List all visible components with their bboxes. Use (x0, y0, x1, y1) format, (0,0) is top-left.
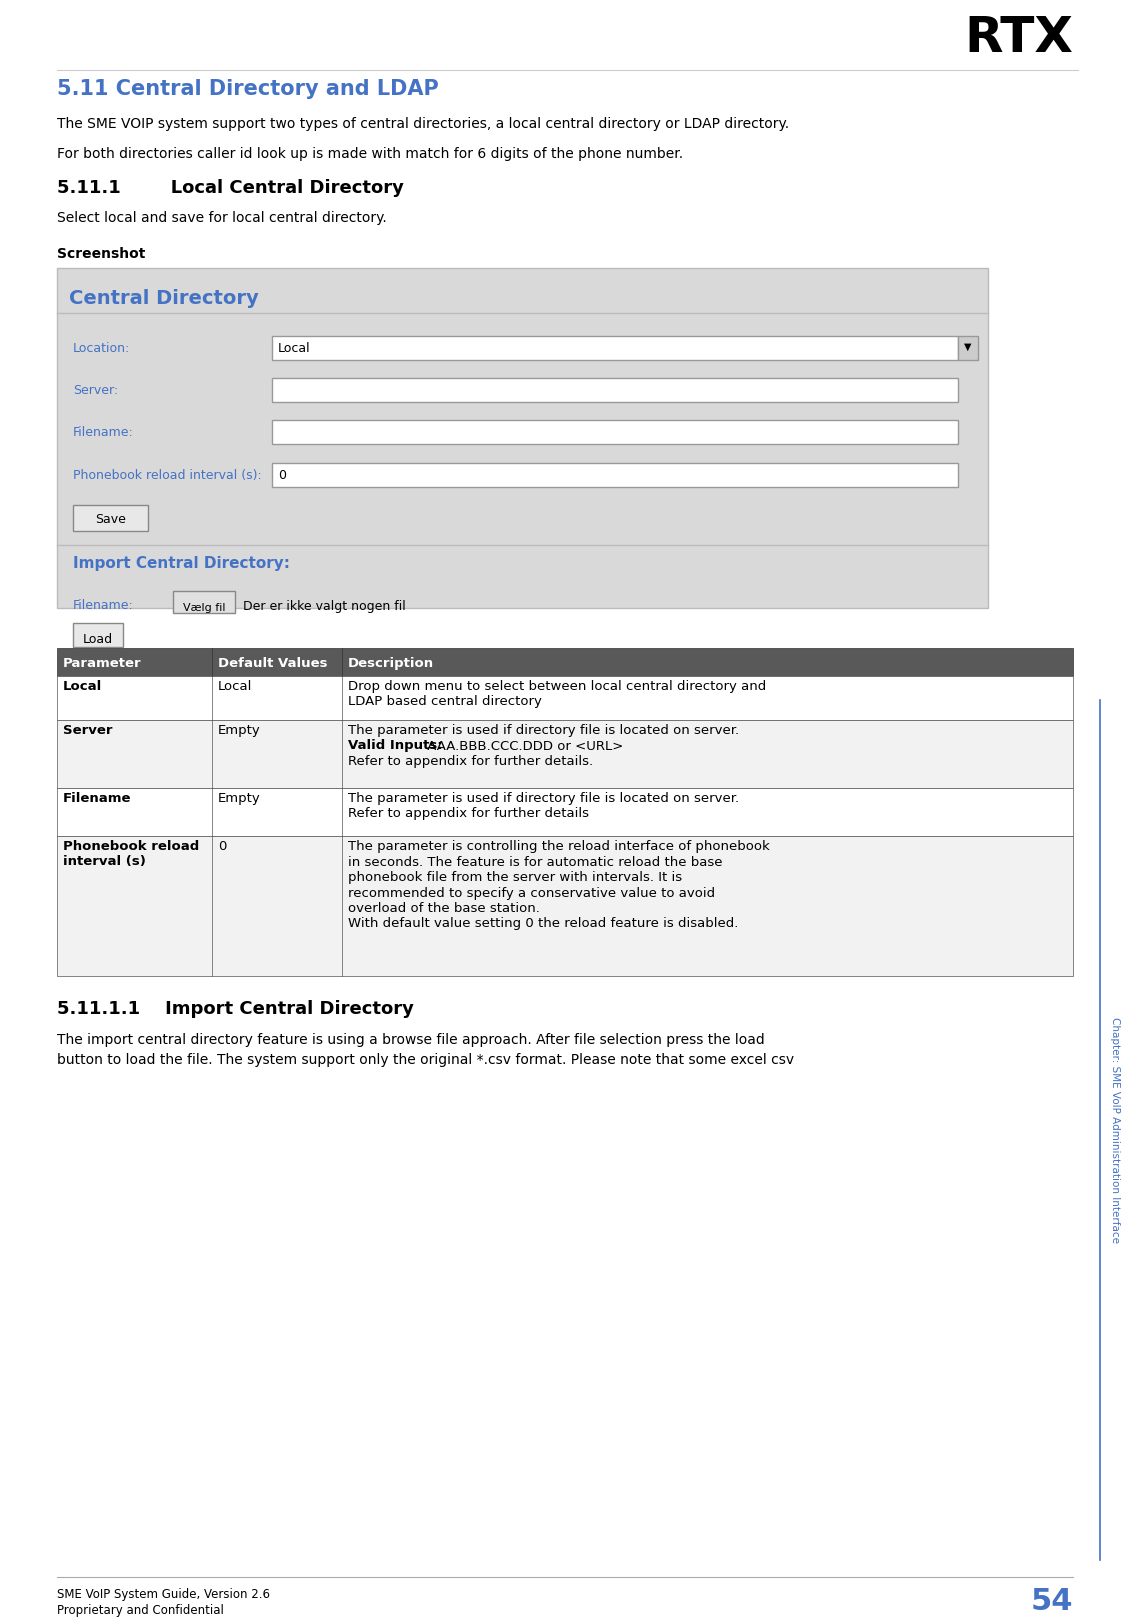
Text: Refer to appendix for further details.: Refer to appendix for further details. (348, 755, 594, 768)
Bar (57, 789, 1073, 836)
Text: Phonebook reload: Phonebook reload (64, 841, 200, 854)
Text: Filename:: Filename: (73, 425, 134, 438)
Bar (57, 721, 1073, 789)
Text: Valid Inputs:: Valid Inputs: (348, 740, 443, 753)
Text: SME VoIP System Guide, Version 2.6: SME VoIP System Guide, Version 2.6 (57, 1587, 270, 1600)
Text: interval (s): interval (s) (64, 855, 146, 868)
Text: 0: 0 (278, 469, 286, 482)
Text: The parameter is controlling the reload interface of phonebook: The parameter is controlling the reload … (348, 841, 770, 854)
Bar (173, 591, 235, 613)
Text: Load: Load (83, 633, 114, 646)
Text: Server:: Server: (73, 385, 118, 398)
Bar (272, 420, 958, 445)
Bar (57, 648, 1073, 677)
Text: Local: Local (278, 342, 311, 355)
Text: 54: 54 (1031, 1587, 1073, 1617)
Text: Empty: Empty (218, 724, 261, 737)
Text: AAA.BBB.CCC.DDD or <URL>: AAA.BBB.CCC.DDD or <URL> (423, 740, 624, 753)
Text: ▼: ▼ (965, 342, 972, 352)
Text: Empty: Empty (218, 792, 261, 805)
Bar (73, 623, 123, 648)
Text: For both directories caller id look up is made with match for 6 digits of the ph: For both directories caller id look up i… (57, 148, 683, 161)
Text: in seconds. The feature is for automatic reload the base: in seconds. The feature is for automatic… (348, 855, 723, 868)
Bar (57, 268, 987, 609)
Text: The parameter is used if directory file is located on server.: The parameter is used if directory file … (348, 792, 739, 805)
Text: Description: Description (348, 657, 434, 670)
Text: Vælg fil: Vælg fil (183, 604, 225, 613)
Text: Local: Local (218, 680, 252, 693)
Text: With default value setting 0 the reload feature is disabled.: With default value setting 0 the reload … (348, 917, 739, 930)
Text: Parameter: Parameter (64, 657, 142, 670)
Text: 0: 0 (218, 841, 226, 854)
Text: 5.11 Central Directory and LDAP: 5.11 Central Directory and LDAP (57, 80, 439, 99)
Text: The SME VOIP system support two types of central directories, a local central di: The SME VOIP system support two types of… (57, 117, 789, 131)
Text: button to load the file. The system support only the original *.csv format. Plea: button to load the file. The system supp… (57, 1053, 794, 1066)
Text: Central Directory: Central Directory (69, 289, 259, 308)
Text: recommended to specify a conservative value to avoid: recommended to specify a conservative va… (348, 886, 715, 899)
Text: LDAP based central directory: LDAP based central directory (348, 696, 541, 709)
Text: Refer to appendix for further details: Refer to appendix for further details (348, 808, 589, 821)
Text: Chapter: SME VoIP Administration Interface: Chapter: SME VoIP Administration Interfa… (1110, 1018, 1120, 1243)
Text: Default Values: Default Values (218, 657, 328, 670)
Text: Save: Save (95, 513, 126, 526)
Bar (272, 463, 958, 487)
Bar (958, 336, 978, 360)
Text: phonebook file from the server with intervals. It is: phonebook file from the server with inte… (348, 872, 682, 885)
Text: Der er ikke valgt nogen fil: Der er ikke valgt nogen fil (243, 601, 405, 613)
Text: Select local and save for local central directory.: Select local and save for local central … (57, 211, 387, 226)
Text: Filename:: Filename: (73, 599, 134, 612)
Bar (57, 677, 1073, 721)
Bar (73, 505, 148, 531)
Text: Server: Server (64, 724, 112, 737)
Bar (57, 836, 1073, 975)
Text: Filename: Filename (64, 792, 132, 805)
Text: Phonebook reload interval (s):: Phonebook reload interval (s): (73, 469, 262, 482)
Text: The parameter is used if directory file is located on server.: The parameter is used if directory file … (348, 724, 739, 737)
Text: Import Central Directory:: Import Central Directory: (73, 557, 291, 571)
Text: 5.11.1        Local Central Directory: 5.11.1 Local Central Directory (57, 179, 404, 196)
Text: Drop down menu to select between local central directory and: Drop down menu to select between local c… (348, 680, 766, 693)
Text: 5.11.1.1    Import Central Directory: 5.11.1.1 Import Central Directory (57, 1000, 414, 1018)
Text: Location:: Location: (73, 342, 131, 355)
Text: Proprietary and Confidential: Proprietary and Confidential (57, 1604, 224, 1617)
Text: overload of the base station.: overload of the base station. (348, 902, 540, 915)
Text: The import central directory feature is using a browse file approach. After file: The import central directory feature is … (57, 1032, 765, 1047)
Bar (272, 336, 958, 360)
Text: Local: Local (64, 680, 102, 693)
Bar (272, 378, 958, 403)
Text: Screenshot: Screenshot (57, 247, 145, 261)
Text: RTX: RTX (964, 15, 1073, 62)
